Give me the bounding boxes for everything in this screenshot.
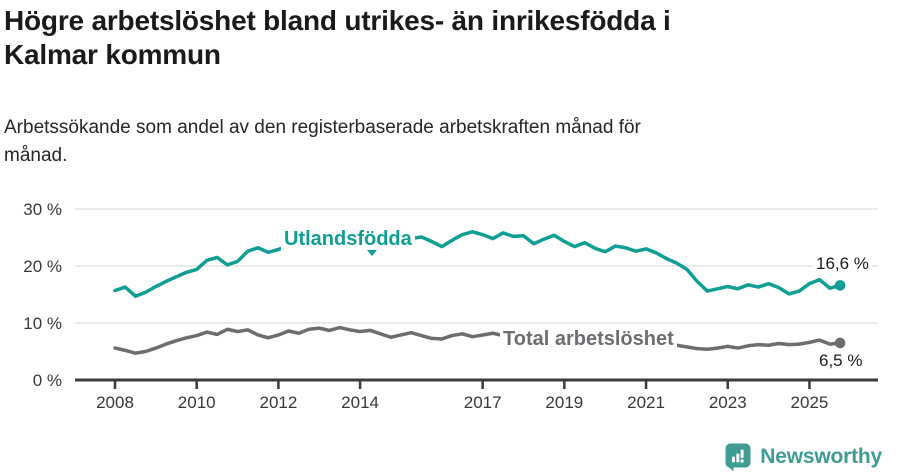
series-end-dot xyxy=(834,337,846,349)
series-end-dot xyxy=(834,280,846,291)
series-label-utlandsfodda: Utlandsfödda xyxy=(281,227,415,251)
x-tick-label: 2023 xyxy=(709,393,747,412)
x-tick-label: 2012 xyxy=(259,393,297,412)
chart-subtitle-line2: månad. xyxy=(4,145,68,166)
x-tick-label: 2025 xyxy=(791,393,829,412)
x-tick-label: 2021 xyxy=(627,393,665,412)
series-line xyxy=(113,325,842,355)
y-tick-label: 30 % xyxy=(23,200,62,219)
end-value-utlandsfodda: 16,6 % xyxy=(813,254,872,274)
x-tick-label: 2014 xyxy=(341,393,379,412)
newsworthy-wordmark: Newsworthy xyxy=(760,444,882,468)
series-label-total-arbetsloshet: Total arbetslöshet xyxy=(500,327,677,351)
y-tick-label: 20 % xyxy=(23,257,62,276)
x-tick-label: 2008 xyxy=(96,393,134,412)
page-title: Högre arbetslöshet bland utrikes- än inr… xyxy=(4,4,834,72)
bar-chart-speech-bubble-icon xyxy=(725,443,751,471)
end-value-total-arbetsloshet: 6,5 % xyxy=(816,351,866,371)
chart-subtitle: Arbetssökande som andel av den registerb… xyxy=(4,114,824,170)
x-tick-label: 2010 xyxy=(178,393,216,412)
caret-down-icon xyxy=(367,250,377,256)
page-title-line2: Kalmar kommun xyxy=(4,39,221,70)
page-title-line1: Högre arbetslöshet bland utrikes- än inr… xyxy=(4,5,671,36)
chart-subtitle-line1: Arbetssökande som andel av den registerb… xyxy=(4,117,641,138)
y-tick-label: 10 % xyxy=(23,314,62,333)
newsworthy-logo: Newsworthy xyxy=(724,442,882,471)
x-tick-label: 2017 xyxy=(464,393,502,412)
series-line xyxy=(113,230,842,298)
x-tick-label: 2019 xyxy=(545,393,583,412)
y-tick-label: 0 % xyxy=(33,371,62,390)
